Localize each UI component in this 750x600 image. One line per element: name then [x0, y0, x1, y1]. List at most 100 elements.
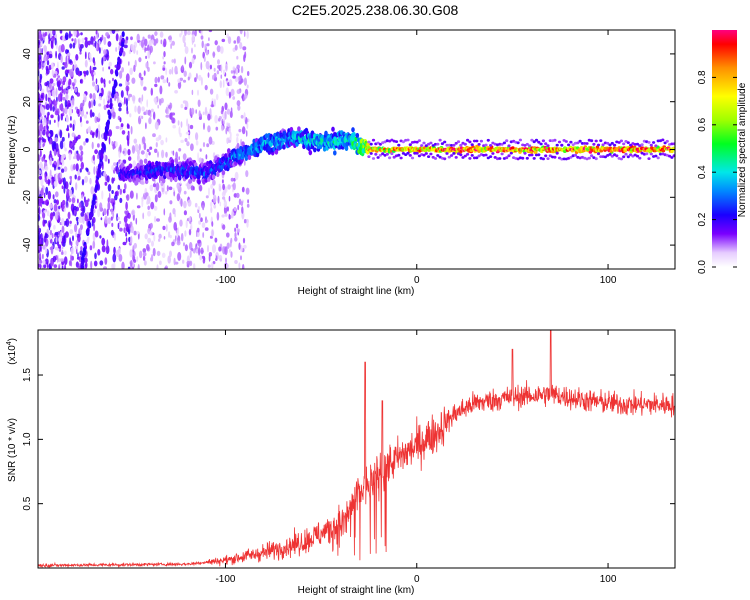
- spectrogram-noise-cell: [184, 106, 188, 110]
- spectrogram-noise-cell: [39, 75, 42, 84]
- spectrogram-ridge-cell: [247, 154, 252, 160]
- spectrogram-noise-cell: [77, 218, 80, 223]
- spectrogram-noise-cell: [150, 87, 153, 96]
- spectrogram-noise-cell: [44, 82, 48, 87]
- spectrogram-noise-cell: [61, 168, 65, 173]
- spectrogram-noise-cell: [198, 157, 202, 163]
- snr-y-label: SNR (10 * v/v): [7, 418, 18, 482]
- spectrogram-noise-cell: [53, 119, 56, 124]
- spectrogram-halo-cell: [530, 153, 534, 157]
- spectrogram-noise-cell: [101, 237, 106, 246]
- spectrogram-halo-cell: [525, 156, 529, 160]
- spectrogram-noise-cell: [163, 61, 166, 65]
- spectrogram-halo-cell: [427, 142, 431, 146]
- spectrogram-noise-cell: [84, 59, 88, 68]
- spectrogram-noise-cell: [99, 202, 103, 211]
- spectrogram-streak-cell: [80, 264, 84, 269]
- spectrogram-noise-cell: [122, 147, 127, 156]
- spectrogram-halo-cell: [647, 141, 651, 144]
- spectrogram-noise-cell: [238, 76, 241, 82]
- spectrogram-noise-cell: [200, 77, 203, 86]
- spectrogram-noise-cell: [194, 77, 197, 83]
- spectrogram-noise-cell: [87, 198, 90, 202]
- spectrogram-noise-cell: [164, 266, 168, 269]
- snr-scale-label: (x104): [6, 338, 18, 365]
- spectrogram-noise-cell: [147, 210, 151, 217]
- spectrogram-noise-cell: [89, 109, 93, 118]
- spectrogram-noise-cell: [133, 259, 137, 263]
- spectrogram-halo-cell: [528, 153, 532, 157]
- spectrogram-ridge-cell: [313, 147, 317, 153]
- spectrogram-noise-cell: [125, 97, 128, 107]
- spectrogram-noise-cell: [200, 62, 203, 71]
- spectrogram-noise-cell: [39, 237, 42, 245]
- spectrogram-noise-cell: [237, 204, 240, 211]
- spectrogram-streak-cell: [114, 80, 118, 87]
- spectrogram-noise-cell: [221, 38, 226, 43]
- spectrogram-noise-cell: [78, 202, 82, 209]
- spectrogram-halo-cell: [459, 143, 463, 147]
- spectrogram-noise-cell: [61, 185, 64, 189]
- spectrogram-noise-cell: [45, 246, 48, 255]
- figure-title: C2E5.2025.238.06.30.G08: [292, 2, 459, 18]
- spectrogram-halo-cell: [477, 143, 481, 146]
- spectrogram-ridge-cell: [511, 146, 515, 150]
- spectrogram-halo-cell: [406, 138, 410, 142]
- spectrogram-halo-cell: [489, 155, 493, 159]
- spectrogram-noise-cell: [111, 190, 114, 194]
- spectrogram-noise-cell: [178, 126, 181, 135]
- spectrogram-noise-cell: [54, 37, 57, 46]
- spectrogram-noise-cell: [75, 163, 79, 172]
- spectrogram-halo-cell: [433, 142, 438, 146]
- spectrogram-noise-cell: [79, 51, 82, 55]
- spectrogram-noise-cell: [65, 73, 69, 78]
- spectrogram-noise-cell: [187, 123, 190, 133]
- spectrogram-noise-cell: [115, 125, 120, 130]
- spectrogram-noise-cell: [43, 45, 47, 52]
- spectrogram-halo-cell: [500, 142, 504, 146]
- spectrogram-noise-cell: [194, 30, 197, 37]
- spectrogram-noise-cell: [198, 74, 202, 81]
- spectrogram-ridge-cell: [267, 145, 271, 151]
- spectrogram-noise-cell: [85, 138, 89, 143]
- spectrogram-noise-cell: [122, 241, 127, 246]
- spectrogram-noise-cell: [71, 97, 75, 106]
- spectrogram-noise-cell: [196, 230, 200, 238]
- spectrogram-noise-cell: [83, 141, 86, 146]
- spectrogram-halo-cell: [452, 152, 456, 155]
- spectrogram-noise-cell: [123, 215, 128, 223]
- spectrogram-noise-cell: [93, 60, 96, 66]
- spectrogram-noise-cell: [218, 246, 222, 252]
- spectrogram-noise-cell: [114, 94, 116, 102]
- spectrogram-noise-cell: [220, 74, 223, 79]
- spectrogram-ridge-cell: [324, 130, 328, 136]
- spectrogram-noise-cell: [224, 102, 228, 111]
- spectrogram-noise-cell: [106, 175, 110, 183]
- spectrogram-noise-cell: [140, 76, 144, 81]
- spectrogram-noise-cell: [125, 222, 128, 228]
- spectrogram-noise-cell: [80, 161, 85, 170]
- spectrogram-noise-cell: [91, 99, 93, 108]
- spectrogram-noise-cell: [216, 70, 220, 75]
- spectrogram-noise-cell: [145, 55, 148, 60]
- spectrogram-noise-cell: [125, 36, 129, 41]
- spectrogram-noise-cell: [100, 217, 103, 221]
- spectrogram-noise-cell: [41, 156, 44, 162]
- spectrogram-halo-cell: [505, 156, 509, 160]
- spectrogram-noise-cell: [226, 242, 230, 249]
- spectrogram-noise-cell: [195, 73, 198, 80]
- spectrogram-noise-cell: [195, 109, 197, 114]
- spectrogram-noise-cell: [134, 105, 137, 113]
- spectrogram-noise-cell: [184, 230, 187, 237]
- spectrogram-ridge-cell: [227, 148, 231, 154]
- spectrogram-ridge-cell: [351, 127, 355, 133]
- spectrogram-halo-cell: [509, 151, 513, 155]
- spectrogram-halo-cell: [590, 139, 594, 143]
- spectrogram-noise-cell: [144, 233, 148, 240]
- spectrogram-ridge-cell: [267, 149, 272, 155]
- spectrogram-noise-cell: [211, 100, 214, 108]
- snr-scale-prefix: (x10: [7, 345, 18, 365]
- spectrogram-noise-cell: [108, 136, 111, 145]
- spectrogram-noise-cell: [169, 250, 172, 258]
